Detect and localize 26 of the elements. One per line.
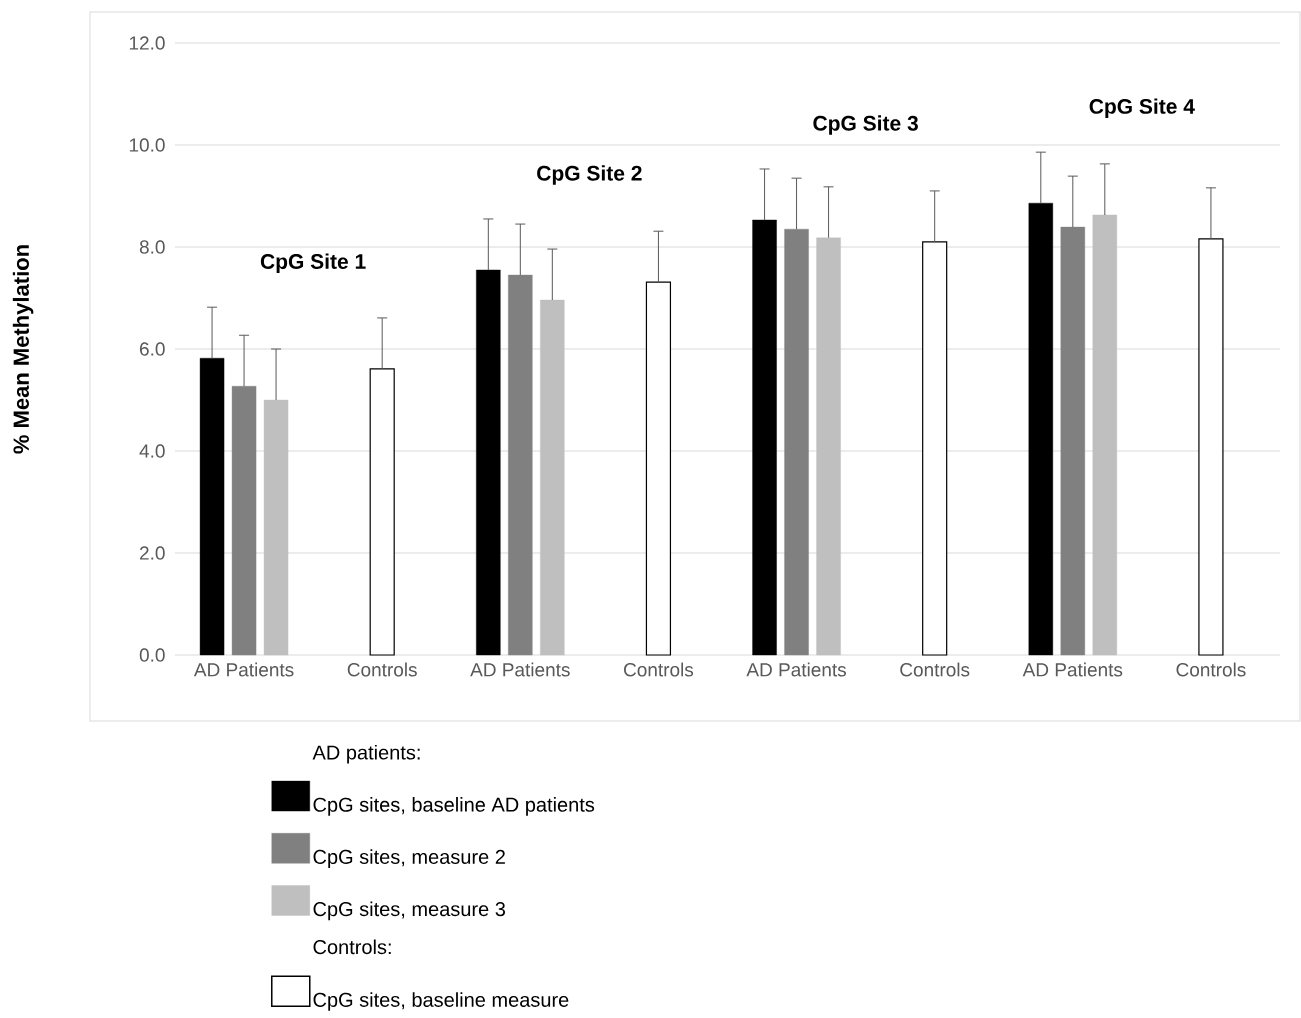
x-tick-label: AD Patients <box>193 662 294 677</box>
y-tick-label: 10.0 <box>129 138 165 152</box>
x-tick-label: Controls <box>347 662 417 677</box>
legend-label: CpG sites, measure 3 <box>313 901 506 921</box>
x-tick-label: Controls <box>1176 662 1246 677</box>
legend-label: CpG sites, baseline AD patients <box>313 797 595 816</box>
annotation: CpG Site 3 <box>813 115 918 135</box>
annotation: CpG Site 2 <box>537 165 642 185</box>
x-tick-label: AD Patients <box>746 662 847 677</box>
y-tick-label: 8.0 <box>139 240 165 254</box>
y-axis-title: % Mean Methylation <box>12 245 34 454</box>
legend-title: AD patients: <box>312 744 420 764</box>
annotation: CpG Site 4 <box>1089 98 1195 119</box>
y-tick-label: 6.0 <box>140 342 165 356</box>
x-tick-label: Controls <box>624 662 694 677</box>
x-tick-label: AD Patients <box>470 662 570 677</box>
legend-label: CpG sites, baseline measure <box>313 992 569 1011</box>
text: Controls: <box>313 939 391 955</box>
y-tick-label: 4.0 <box>139 444 165 458</box>
annotation: CpG Site 1 <box>260 253 366 274</box>
y-tick-label: 0.0 <box>139 648 165 662</box>
x-tick-label: Controls <box>900 662 970 677</box>
y-tick-label: 2.0 <box>140 546 165 560</box>
legend-label: CpG sites, measure 2 <box>313 849 505 868</box>
y-tick-label: 12.0 <box>129 36 165 50</box>
x-tick-label: AD Patients <box>1022 662 1123 677</box>
